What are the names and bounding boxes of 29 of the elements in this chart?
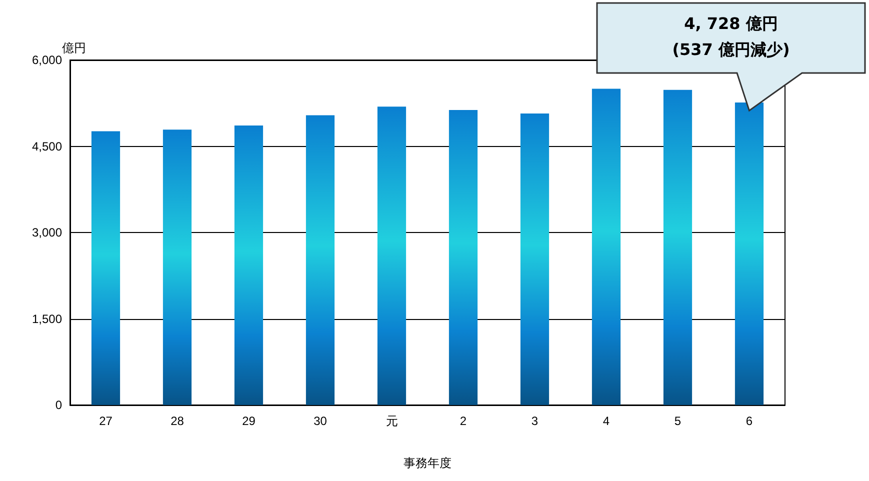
bar — [162, 130, 192, 405]
y-tick-label: 0 — [55, 398, 62, 412]
x-tick-label: 3 — [531, 414, 538, 428]
y-tick-label: 3,000 — [32, 226, 62, 240]
bar — [663, 90, 692, 405]
bar — [592, 88, 621, 405]
bar — [377, 106, 406, 405]
x-tick-label: 5 — [674, 414, 682, 428]
text: (537 億円減少) — [672, 40, 790, 59]
bar — [734, 102, 764, 405]
y-tick-label: 6,000 — [32, 53, 62, 67]
bar — [91, 131, 120, 405]
x-tick-label: 4 — [602, 414, 610, 428]
y-tick-label: 1,500 — [32, 312, 62, 326]
x-tick-label: 29 — [242, 414, 256, 428]
text: 4, 728 億円 — [684, 14, 778, 33]
y-axis-title: 億円 — [62, 41, 86, 56]
bar — [306, 115, 335, 405]
x-tick-label: 28 — [170, 414, 184, 428]
x-tick-label: 2 — [460, 414, 467, 428]
x-tick-label: 30 — [314, 414, 328, 428]
x-tick-label: 6 — [746, 414, 753, 428]
bar — [234, 126, 264, 405]
x-tick-label: 27 — [99, 414, 113, 428]
y-tick-label: 4,500 — [32, 139, 62, 154]
x-tick-label: 元 — [386, 414, 398, 428]
bar — [448, 110, 478, 405]
x-axis-title: 事務年度 — [404, 456, 452, 470]
bar — [520, 113, 550, 405]
